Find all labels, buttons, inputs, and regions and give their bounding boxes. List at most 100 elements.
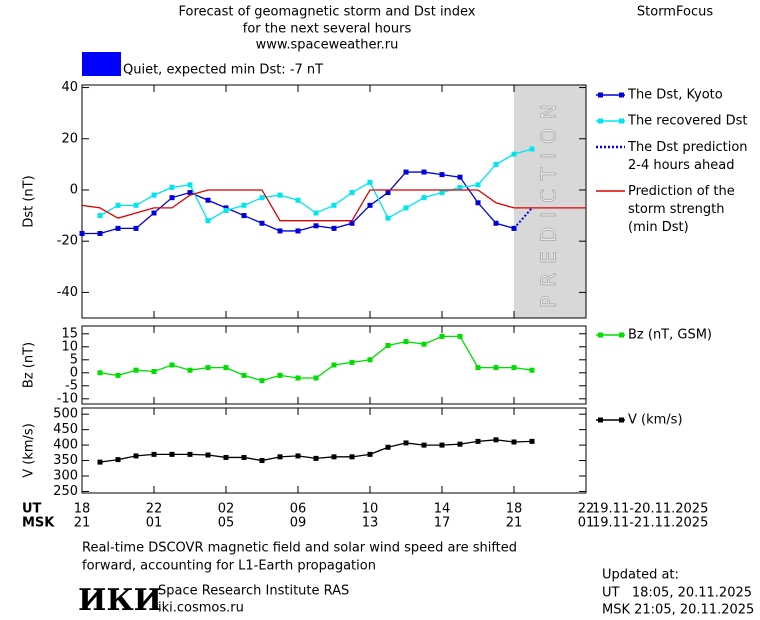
data-point — [277, 192, 283, 198]
data-point — [241, 372, 247, 378]
data-point — [529, 438, 535, 444]
data-point — [259, 195, 265, 201]
data-point — [475, 182, 481, 188]
legend-label: The Dst prediction 2-4 hours ahead — [627, 140, 748, 173]
data-point — [511, 151, 517, 157]
plot-frame — [81, 407, 587, 494]
y-tick-label: 300 — [53, 469, 78, 484]
data-point — [151, 451, 157, 457]
data-point — [331, 454, 337, 460]
data-point — [313, 223, 319, 229]
updated-line: UT 18:05, 20.11.2025 — [602, 586, 752, 601]
data-point — [133, 453, 139, 459]
data-point — [223, 454, 229, 460]
data-point — [439, 333, 445, 339]
x-tick-label-msk: 13 — [362, 516, 379, 531]
logo: ИКИ — [78, 583, 162, 618]
y-tick-label: 450 — [53, 422, 78, 437]
legend-marker — [619, 417, 624, 423]
data-point — [403, 440, 409, 446]
data-point — [133, 202, 139, 208]
data-point — [97, 231, 103, 237]
data-point — [457, 333, 463, 339]
data-point — [385, 190, 391, 196]
data-point — [205, 365, 211, 371]
data-point — [493, 220, 499, 226]
data-point — [511, 439, 517, 445]
series-line — [81, 189, 586, 222]
data-point — [439, 172, 445, 178]
data-point — [331, 225, 337, 231]
y-tick-label: -10 — [57, 391, 78, 406]
y-axis-label: V (km/s) — [22, 423, 37, 478]
updated-line: Updated at: — [602, 568, 679, 583]
data-point — [385, 444, 391, 450]
x-tick-label-msk: 01 — [146, 516, 163, 531]
data-point — [115, 202, 121, 208]
site[interactable]: iki.cosmos.ru — [158, 601, 244, 616]
data-point — [511, 365, 517, 371]
legend-label: The recovered Dst — [627, 114, 747, 129]
data-point — [493, 437, 499, 443]
data-point — [439, 442, 445, 448]
data-point — [151, 369, 157, 374]
data-point — [115, 225, 121, 231]
y-tick-label: 350 — [53, 453, 78, 468]
data-point — [349, 454, 355, 460]
data-point — [313, 210, 319, 216]
data-point — [475, 438, 481, 444]
x-tick-label-msk: 09 — [290, 516, 307, 531]
data-point — [277, 228, 283, 234]
data-point — [367, 202, 373, 208]
data-point — [493, 365, 499, 371]
y-tick-label: 250 — [53, 484, 78, 499]
data-point — [133, 225, 139, 231]
data-point — [475, 365, 481, 371]
legend-marker — [598, 332, 603, 338]
title-line: for the next several hours — [243, 22, 412, 37]
data-point — [115, 372, 121, 378]
prediction-label: PREDICTION — [537, 95, 561, 308]
data-point — [259, 220, 265, 226]
y-tick-label: 400 — [53, 438, 78, 453]
data-point — [529, 146, 535, 152]
data-point — [241, 202, 247, 208]
data-point — [349, 220, 355, 226]
legend-marker — [598, 118, 603, 124]
data-point — [187, 451, 193, 457]
plot-frame — [81, 325, 587, 405]
x-tick-label: 18 — [506, 502, 523, 517]
y-tick-label: 0 — [70, 182, 78, 197]
data-point — [115, 457, 121, 463]
date-range: 19.11-20.11.2025 — [592, 502, 708, 517]
data-point — [367, 357, 373, 363]
series-line — [82, 171, 515, 235]
data-point — [403, 205, 409, 211]
data-point — [187, 182, 193, 188]
status-text: Quiet, expected min Dst: -7 nT — [123, 63, 323, 78]
data-point — [457, 174, 463, 180]
series-line — [513, 207, 533, 230]
data-point — [457, 441, 463, 447]
data-point — [421, 442, 427, 448]
x-tick-label: 18 — [74, 502, 91, 517]
data-point — [277, 372, 283, 378]
data-point — [205, 197, 211, 203]
y-tick-label: 0 — [70, 365, 78, 380]
data-point — [403, 169, 409, 175]
legend-marker — [598, 92, 603, 98]
data-point — [421, 195, 427, 201]
x-tick-label: 06 — [290, 502, 307, 517]
data-point — [349, 190, 355, 196]
data-point — [223, 207, 229, 213]
data-point — [169, 184, 175, 190]
title-line: Forecast of geomagnetic storm and Dst in… — [178, 5, 475, 20]
series-line — [99, 335, 533, 382]
data-point — [331, 362, 337, 368]
data-point — [421, 341, 427, 347]
data-point — [349, 359, 355, 365]
data-point — [241, 454, 247, 460]
data-point — [439, 190, 445, 196]
data-point — [331, 202, 337, 208]
data-point — [187, 190, 193, 196]
